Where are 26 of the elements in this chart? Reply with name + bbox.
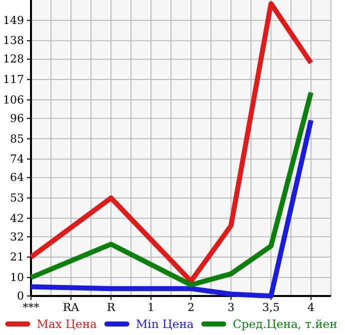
y-tick-label: 85 [10, 132, 24, 146]
y-tick-label: 53 [10, 191, 24, 204]
x-tick-label: 2 [188, 300, 194, 314]
y-tick-label: 64 [10, 171, 24, 184]
y-tick-label: 106 [3, 93, 24, 106]
legend-label: Max Цена [36, 317, 97, 331]
x-tick-label: 3 [228, 300, 234, 314]
x-tick-label: *** [22, 300, 40, 314]
y-tick-label: 21 [10, 250, 24, 264]
x-tick-label: RA [62, 300, 80, 314]
x-tick-label: 1 [148, 300, 154, 314]
legend-label: Min Цена [136, 317, 194, 331]
y-tick-label: 74 [10, 152, 24, 166]
y-tick-label: 32 [10, 230, 24, 244]
x-tick-label: 4 [308, 300, 314, 314]
legend-label: Сред.Цена, т.йен [232, 317, 338, 331]
y-tick-label: 42 [10, 212, 24, 225]
y-tick-label: 117 [3, 73, 24, 86]
y-tick-label: 10 [10, 271, 24, 284]
y-tick-label: 149 [3, 14, 24, 27]
y-tick-label: 0 [17, 290, 24, 303]
y-tick-label: 128 [3, 52, 24, 66]
x-tick-label: 3,5 [262, 300, 280, 314]
x-tick-label: R [106, 300, 116, 314]
y-tick-label: 96 [10, 112, 24, 125]
y-tick-label: 138 [3, 34, 24, 48]
